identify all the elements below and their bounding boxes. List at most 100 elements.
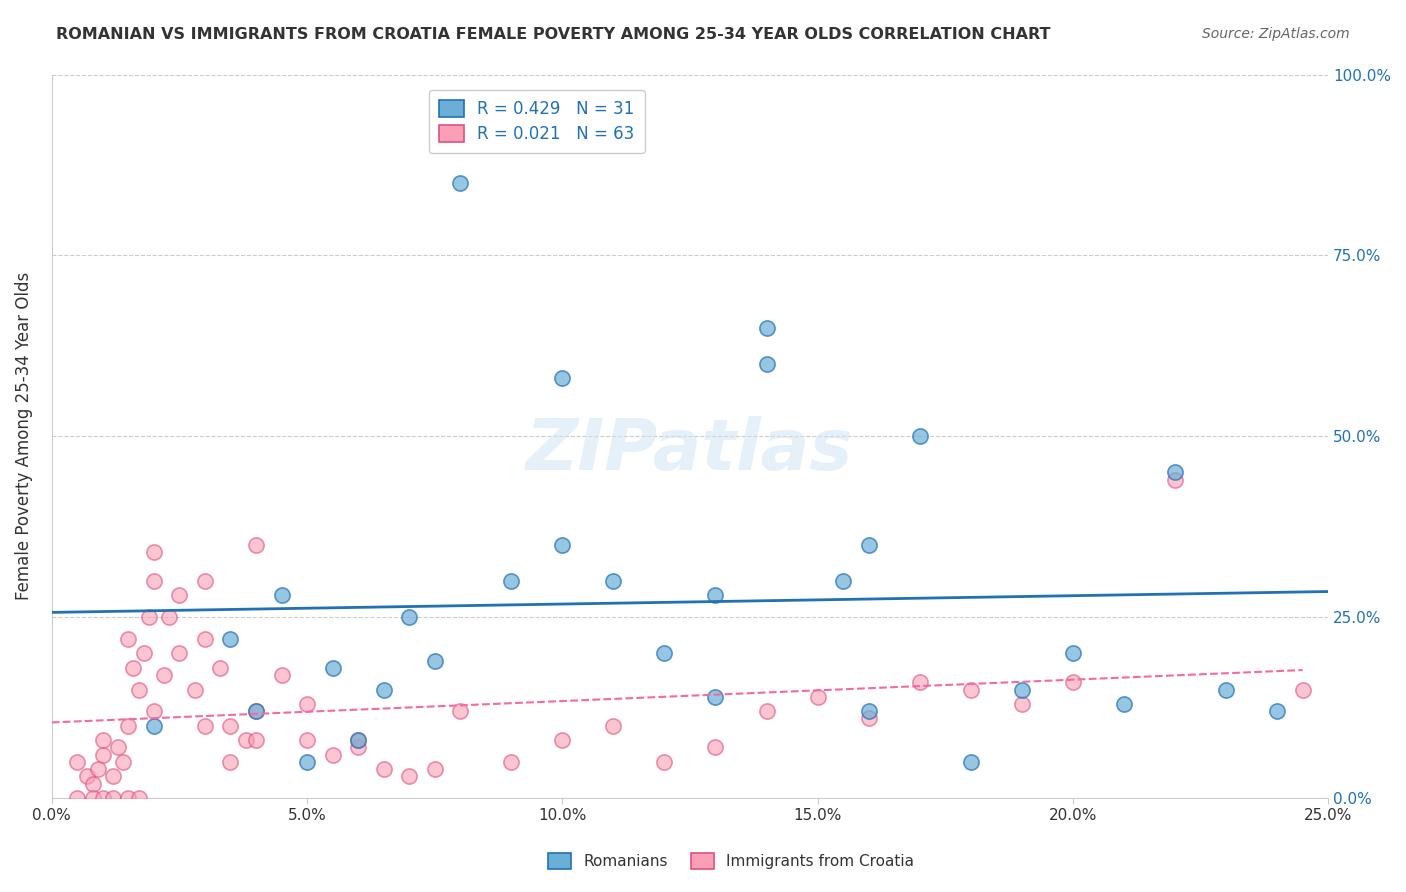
- Point: [1291, 682, 1313, 697]
- Point: [132, 646, 155, 660]
- Point: [908, 429, 931, 443]
- Point: [142, 704, 165, 718]
- Point: [245, 733, 267, 747]
- Point: [153, 668, 176, 682]
- Point: [704, 589, 727, 603]
- Point: [959, 682, 981, 697]
- Point: [194, 632, 217, 646]
- Point: [295, 697, 318, 711]
- Point: [183, 682, 205, 697]
- Point: [398, 769, 420, 783]
- Legend: R = 0.429   N = 31, R = 0.021   N = 63: R = 0.429 N = 31, R = 0.021 N = 63: [429, 90, 644, 153]
- Point: [602, 719, 624, 733]
- Point: [245, 704, 267, 718]
- Point: [219, 632, 242, 646]
- Point: [398, 610, 420, 624]
- Point: [117, 791, 139, 805]
- Point: [449, 176, 471, 190]
- Point: [76, 769, 98, 783]
- Point: [138, 610, 160, 624]
- Point: [1215, 682, 1237, 697]
- Point: [194, 719, 217, 733]
- Point: [128, 791, 150, 805]
- Point: [1062, 675, 1084, 690]
- Point: [373, 762, 395, 776]
- Point: [142, 719, 165, 733]
- Point: [128, 682, 150, 697]
- Point: [66, 755, 89, 769]
- Point: [373, 682, 395, 697]
- Point: [66, 791, 89, 805]
- Point: [91, 747, 114, 762]
- Text: ZIPatlas: ZIPatlas: [526, 417, 853, 485]
- Point: [654, 646, 676, 660]
- Point: [295, 755, 318, 769]
- Point: [245, 538, 267, 552]
- Point: [423, 654, 446, 668]
- Point: [219, 719, 242, 733]
- Point: [755, 357, 778, 371]
- Point: [602, 574, 624, 588]
- Point: [157, 610, 180, 624]
- Point: [219, 755, 242, 769]
- Point: [1011, 697, 1033, 711]
- Point: [858, 538, 880, 552]
- Text: ROMANIAN VS IMMIGRANTS FROM CROATIA FEMALE POVERTY AMONG 25-34 YEAR OLDS CORRELA: ROMANIAN VS IMMIGRANTS FROM CROATIA FEMA…: [56, 27, 1050, 42]
- Point: [858, 704, 880, 718]
- Point: [112, 755, 135, 769]
- Point: [169, 646, 191, 660]
- Point: [82, 776, 104, 790]
- Point: [169, 589, 191, 603]
- Point: [551, 538, 574, 552]
- Y-axis label: Female Poverty Among 25-34 Year Olds: Female Poverty Among 25-34 Year Olds: [15, 272, 32, 600]
- Point: [235, 733, 257, 747]
- Point: [91, 733, 114, 747]
- Point: [501, 574, 523, 588]
- Point: [322, 747, 344, 762]
- Point: [142, 574, 165, 588]
- Point: [832, 574, 855, 588]
- Point: [704, 690, 727, 704]
- Point: [194, 574, 217, 588]
- Point: [82, 791, 104, 805]
- Point: [1164, 466, 1187, 480]
- Point: [117, 632, 139, 646]
- Point: [117, 719, 139, 733]
- Point: [142, 545, 165, 559]
- Point: [101, 769, 124, 783]
- Point: [501, 755, 523, 769]
- Point: [654, 755, 676, 769]
- Point: [908, 675, 931, 690]
- Point: [101, 791, 124, 805]
- Text: Source: ZipAtlas.com: Source: ZipAtlas.com: [1202, 27, 1350, 41]
- Point: [551, 371, 574, 385]
- Point: [245, 704, 267, 718]
- Point: [270, 668, 292, 682]
- Legend: Romanians, Immigrants from Croatia: Romanians, Immigrants from Croatia: [543, 847, 920, 875]
- Point: [959, 755, 981, 769]
- Point: [209, 661, 232, 675]
- Point: [91, 791, 114, 805]
- Point: [704, 740, 727, 755]
- Point: [322, 661, 344, 675]
- Point: [1112, 697, 1135, 711]
- Point: [1164, 473, 1187, 487]
- Point: [347, 733, 370, 747]
- Point: [806, 690, 828, 704]
- Point: [449, 704, 471, 718]
- Point: [755, 320, 778, 334]
- Point: [423, 762, 446, 776]
- Point: [270, 589, 292, 603]
- Point: [1062, 646, 1084, 660]
- Point: [107, 740, 129, 755]
- Point: [1265, 704, 1288, 718]
- Point: [755, 704, 778, 718]
- Point: [347, 733, 370, 747]
- Point: [86, 762, 108, 776]
- Point: [295, 733, 318, 747]
- Point: [551, 733, 574, 747]
- Point: [122, 661, 145, 675]
- Point: [347, 740, 370, 755]
- Point: [858, 711, 880, 725]
- Point: [1011, 682, 1033, 697]
